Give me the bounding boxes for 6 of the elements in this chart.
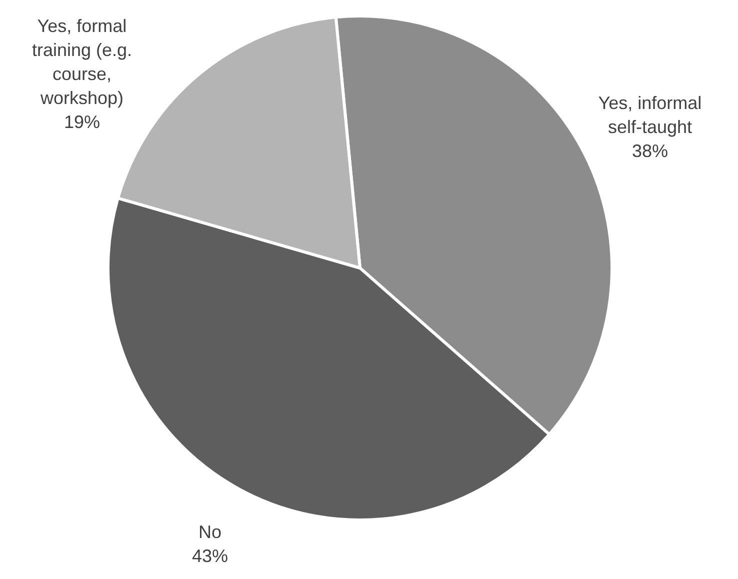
slice-label: No (198, 522, 222, 542)
slice-label: Yes, formal training (e.g. course, workshop) (32, 16, 132, 108)
data-label: 38% (632, 140, 668, 161)
data-label: 19% (64, 112, 100, 132)
data-label: 43% (192, 546, 228, 566)
slice-label: Yes, informal self-taught (598, 92, 702, 137)
